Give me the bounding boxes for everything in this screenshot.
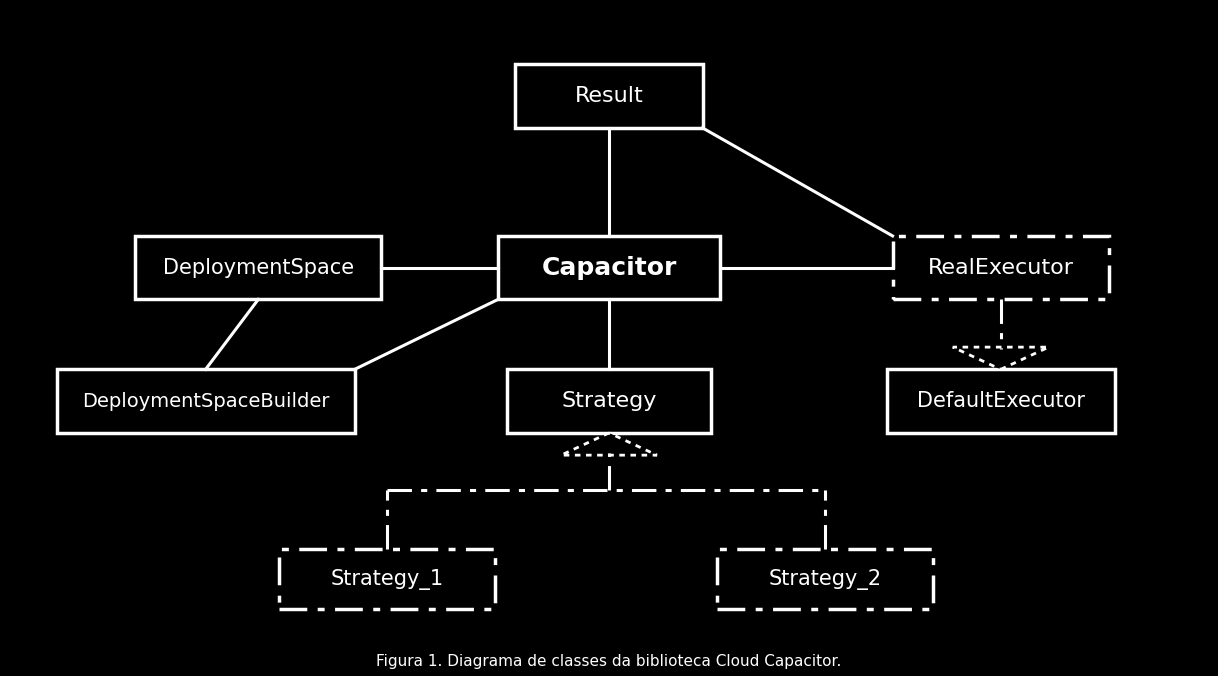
- Bar: [279, 549, 495, 609]
- Text: Strategy_1: Strategy_1: [330, 569, 443, 589]
- Text: DeploymentSpace: DeploymentSpace: [163, 258, 353, 278]
- Bar: [135, 236, 381, 299]
- Text: DefaultExecutor: DefaultExecutor: [917, 391, 1085, 411]
- Bar: [893, 236, 1108, 299]
- Text: Figura 1. Diagrama de classes da biblioteca Cloud Capacitor.: Figura 1. Diagrama de classes da bibliot…: [376, 654, 842, 669]
- Text: Strategy_2: Strategy_2: [769, 569, 882, 589]
- Bar: [717, 549, 933, 609]
- Bar: [887, 369, 1114, 433]
- Text: Result: Result: [575, 86, 643, 106]
- Bar: [507, 369, 711, 433]
- Bar: [56, 369, 354, 433]
- Polygon shape: [952, 347, 1049, 369]
- Text: Capacitor: Capacitor: [541, 256, 677, 280]
- Bar: [498, 236, 720, 299]
- Text: DeploymentSpaceBuilder: DeploymentSpaceBuilder: [82, 391, 329, 410]
- Polygon shape: [561, 433, 657, 455]
- Bar: [515, 64, 703, 128]
- Text: Strategy: Strategy: [561, 391, 657, 411]
- Text: RealExecutor: RealExecutor: [928, 258, 1074, 278]
